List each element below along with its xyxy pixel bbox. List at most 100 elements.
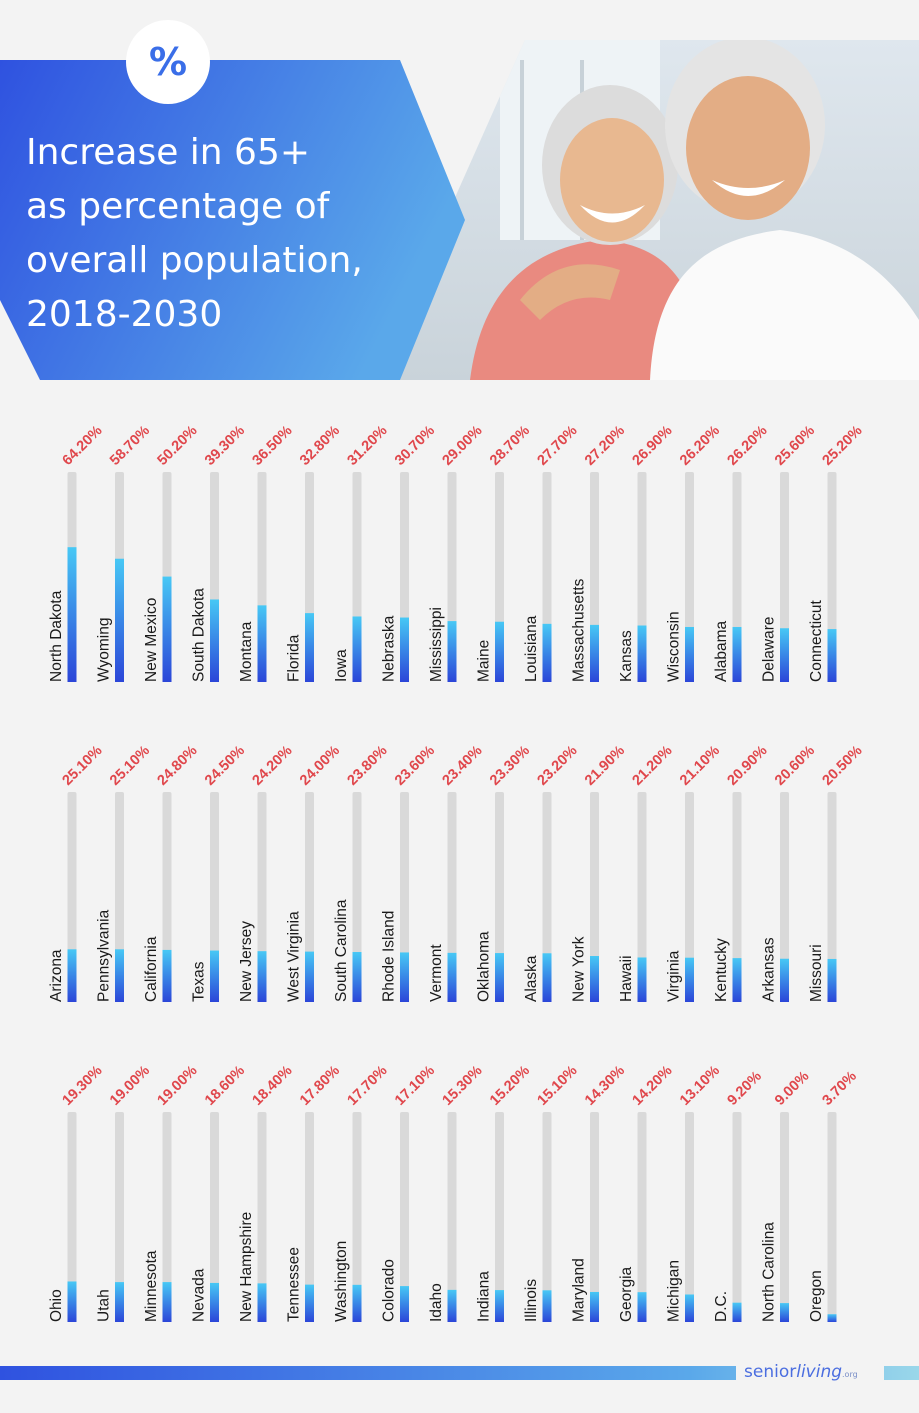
bar-track	[732, 1112, 742, 1322]
bar	[637, 625, 647, 682]
bar-track	[447, 792, 457, 1002]
value-label: 17.80%	[297, 1063, 343, 1109]
value-label: 15.30%	[440, 1063, 486, 1109]
value-label: 25.20%	[820, 423, 866, 469]
bar	[780, 628, 789, 682]
bar-track	[305, 792, 314, 1002]
bar	[780, 958, 789, 1002]
value-label: 23.20%	[535, 743, 581, 789]
value-label: 17.10%	[392, 1063, 438, 1109]
category-label: Maryland	[571, 1258, 588, 1322]
value-label: 15.10%	[535, 1063, 581, 1109]
category-label: New Jersey	[238, 921, 255, 1002]
category-label: Arizona	[48, 949, 65, 1002]
category-label: Minnesota	[143, 1250, 160, 1322]
bar-chart: 64.20% North Dakota 58.70% Wyoming 50.20% New…	[0, 380, 919, 1360]
bar	[67, 1281, 77, 1322]
footer	[0, 1360, 919, 1409]
category-label: Washington	[333, 1241, 350, 1322]
bar	[400, 617, 409, 682]
value-label: 25.60%	[772, 423, 818, 469]
bar	[115, 558, 124, 682]
value-label: 9.00%	[772, 1068, 812, 1108]
category-label: South Dakota	[191, 588, 208, 682]
category-label: Kansas	[618, 630, 635, 682]
bar-track	[257, 792, 267, 1002]
bar	[732, 626, 742, 682]
bar-track	[637, 1112, 647, 1322]
category-label: Louisiana	[523, 615, 540, 682]
bar	[542, 623, 552, 682]
value-label: 3.70%	[820, 1068, 860, 1108]
category-label: Massachusetts	[571, 578, 588, 682]
bar	[447, 1289, 457, 1322]
category-label: Kentucky	[713, 938, 730, 1002]
value-label: 23.30%	[487, 743, 533, 789]
bar	[495, 1290, 504, 1322]
bar-track	[685, 792, 694, 1002]
bar-track	[827, 792, 837, 1002]
title-line: 2018-2030	[26, 294, 223, 335]
value-label: 28.70%	[487, 423, 533, 469]
bar-track	[210, 792, 219, 1002]
bar-track	[780, 1112, 789, 1322]
category-label: Iowa	[333, 649, 350, 682]
category-label: Alaska	[523, 955, 540, 1002]
bar	[400, 952, 409, 1002]
bar-track	[257, 1112, 267, 1322]
bar	[210, 599, 219, 682]
header-banner: % Increase in 65+ as percentage of overa…	[0, 0, 919, 380]
title-line: Increase in 65+	[26, 132, 311, 173]
category-label: Montana	[238, 621, 255, 682]
bar	[305, 613, 314, 682]
bar-track	[352, 1112, 362, 1322]
bar	[257, 951, 267, 1002]
category-label: Illinois	[523, 1279, 540, 1322]
bar	[542, 953, 552, 1002]
bar-track	[590, 1112, 599, 1322]
bar-track	[827, 1112, 837, 1322]
chart-canvas: 64.20% North Dakota 58.70% Wyoming 50.20% New…	[48, 423, 866, 1322]
value-label: 25.10%	[60, 743, 106, 789]
bar-track	[210, 1112, 219, 1322]
bar	[495, 621, 504, 682]
bar-track	[67, 1112, 77, 1322]
bar-track	[495, 792, 504, 1002]
category-label: Nebraska	[381, 615, 398, 682]
value-label: 24.00%	[297, 743, 343, 789]
bar-track	[732, 792, 742, 1002]
value-label: 26.20%	[677, 423, 723, 469]
value-label: 17.70%	[345, 1063, 391, 1109]
bar	[590, 1291, 599, 1322]
bar	[67, 949, 77, 1002]
value-label: 64.20%	[60, 423, 106, 469]
value-label: 14.20%	[630, 1063, 676, 1109]
category-label: New Hampshire	[238, 1212, 255, 1322]
bar	[162, 949, 172, 1002]
value-label: 21.90%	[582, 743, 628, 789]
bar	[827, 629, 837, 682]
category-label: Michigan	[666, 1260, 683, 1322]
category-label: South Carolina	[333, 899, 350, 1002]
value-label: 50.20%	[155, 423, 201, 469]
category-label: Florida	[286, 634, 303, 682]
value-label: 20.50%	[820, 743, 866, 789]
bar	[447, 621, 457, 682]
category-label: Mississippi	[428, 607, 445, 682]
category-label: North Carolina	[761, 1222, 778, 1322]
category-label: New York	[571, 936, 588, 1002]
bar-track	[115, 1112, 124, 1322]
bar	[685, 957, 694, 1002]
category-label: Georgia	[618, 1266, 635, 1322]
value-label: 27.20%	[582, 423, 628, 469]
bar	[257, 1283, 267, 1322]
bar	[447, 952, 457, 1002]
bar	[827, 1314, 837, 1322]
category-label: Wyoming	[96, 618, 113, 682]
category-label: Rhode Island	[381, 911, 398, 1002]
title-line: overall population,	[26, 240, 363, 281]
bar-track	[447, 1112, 457, 1322]
value-label: 24.80%	[155, 743, 201, 789]
bar-track	[780, 792, 789, 1002]
bar	[352, 616, 362, 682]
